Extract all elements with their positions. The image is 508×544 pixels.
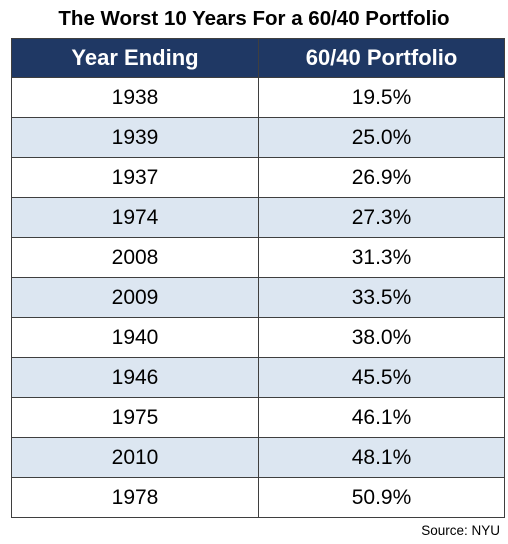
table-row: 1978 50.9% — [11, 477, 505, 518]
portfolio-return-cell: 50.9% — [258, 477, 505, 518]
table-row: 1975 46.1% — [11, 397, 505, 438]
portfolio-return-cell: 31.3% — [258, 237, 505, 278]
portfolio-return-cell: 27.3% — [258, 197, 505, 238]
table-row: 2010 48.1% — [11, 437, 505, 478]
portfolio-return-cell: 33.5% — [258, 277, 505, 318]
year-ending-cell: 1939 — [11, 117, 259, 158]
column-header-portfolio: 60/40 Portfolio — [258, 38, 505, 78]
portfolio-return-cell: 46.1% — [258, 397, 505, 438]
portfolio-return-cell: 25.0% — [258, 117, 505, 158]
year-ending-cell: 2008 — [11, 237, 259, 278]
portfolio-return-cell: 45.5% — [258, 357, 505, 398]
year-ending-cell: 2009 — [11, 277, 259, 318]
portfolio-return-cell: 19.5% — [258, 77, 505, 118]
column-header-year-ending: Year Ending — [11, 38, 259, 78]
header-row: Year Ending 60/40 Portfolio — [11, 38, 505, 78]
portfolio-return-cell: 48.1% — [258, 437, 505, 478]
table-row: 2008 31.3% — [11, 237, 505, 278]
portfolio-return-cell: 26.9% — [258, 157, 505, 198]
table-title: The Worst 10 Years For a 60/40 Portfolio — [58, 7, 450, 30]
year-ending-cell: 1975 — [11, 397, 259, 438]
table-body: 1938 19.5% 1939 25.0% 1937 26.9% 1974 27.3% 2008… — [11, 77, 505, 518]
table-row: 1937 26.9% — [11, 157, 505, 198]
year-ending-cell: 1940 — [11, 317, 259, 358]
table-row: 1946 45.5% — [11, 357, 505, 398]
portfolio-table: Year Ending 60/40 Portfolio 1938 19.5% 193… — [11, 38, 505, 518]
year-ending-cell: 1938 — [11, 77, 259, 118]
year-ending-cell: 1946 — [11, 357, 259, 398]
year-ending-cell: 1974 — [11, 197, 259, 238]
table-row: 1938 19.5% — [11, 77, 505, 118]
year-ending-cell: 1978 — [11, 477, 259, 518]
table-row: 1940 38.0% — [11, 317, 505, 358]
table-row: 1974 27.3% — [11, 197, 505, 238]
year-ending-cell: 1937 — [11, 157, 259, 198]
portfolio-return-cell: 38.0% — [258, 317, 505, 358]
table-row: 1939 25.0% — [11, 117, 505, 158]
year-ending-cell: 2010 — [11, 437, 259, 478]
table-row: 2009 33.5% — [11, 277, 505, 318]
source-note: Source: NYU — [421, 523, 500, 538]
